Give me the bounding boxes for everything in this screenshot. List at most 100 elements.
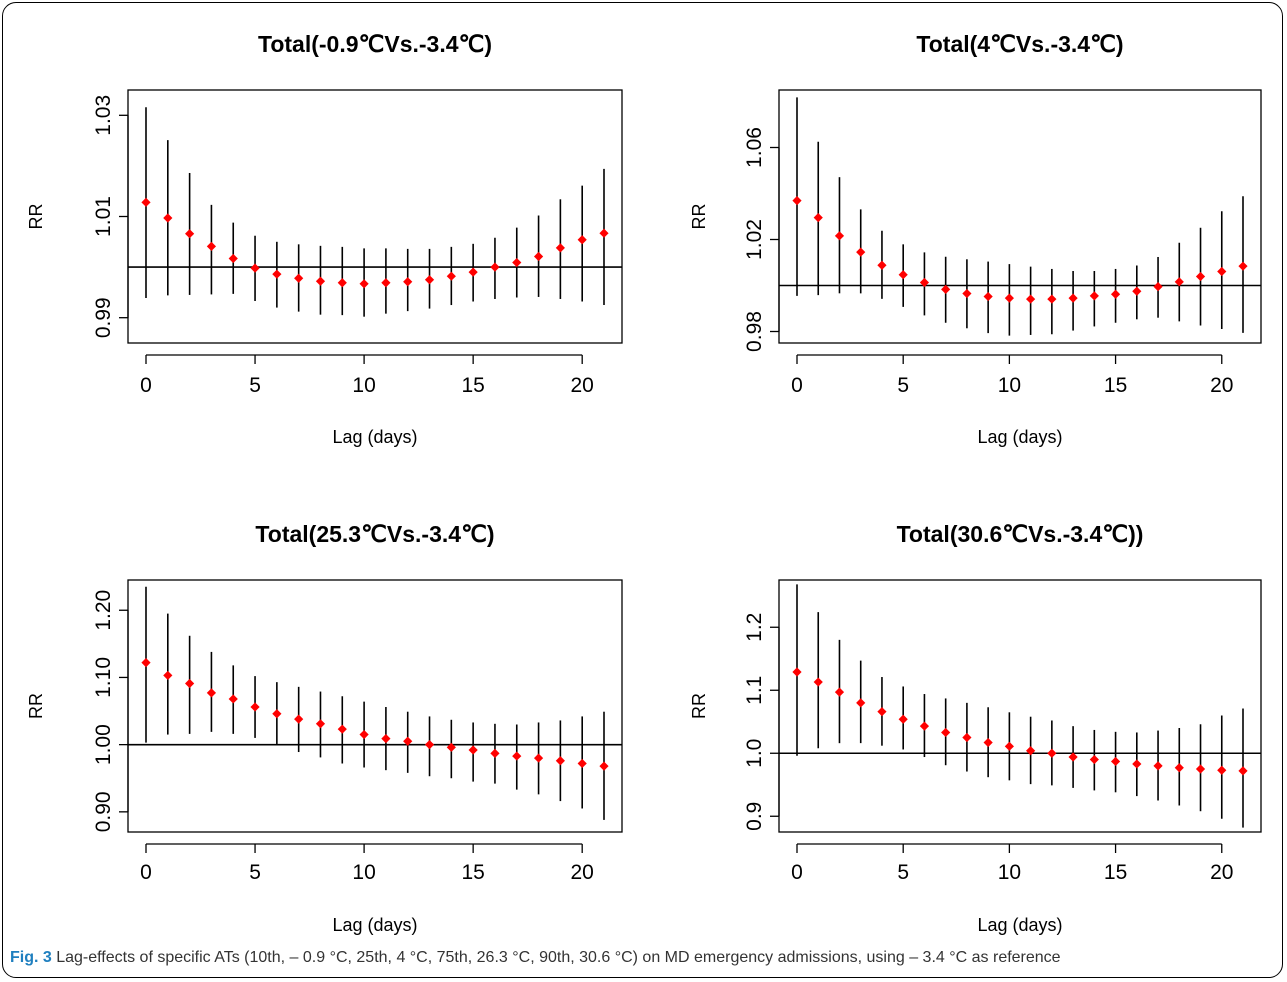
- chart-panel-3: Total(25.3℃Vs.-3.4℃) 0 5 10 15 20 Lag (days) 0.…: [0, 470, 643, 945]
- figure-label: Fig. 3: [10, 949, 52, 966]
- y-tick-label: 1.06: [743, 127, 766, 168]
- data-point: [941, 284, 951, 295]
- data-point: [533, 251, 544, 262]
- data-point: [1132, 286, 1142, 296]
- data-point: [856, 698, 866, 708]
- y-tick-label: 1.10: [92, 657, 115, 698]
- chart-title: Total(4℃Vs.-3.4℃): [916, 31, 1123, 57]
- data-point: [206, 688, 217, 698]
- data-point: [877, 707, 887, 717]
- data-point: [1068, 752, 1078, 762]
- data-point: [962, 288, 972, 299]
- chart-panel-4: Total(30.6℃Vs.-3.4℃)) 0 5 10 15 20 Lag (days) 0…: [643, 470, 1287, 945]
- data-point: [1004, 293, 1014, 303]
- data-point: [1153, 761, 1163, 771]
- data-point: [877, 260, 887, 270]
- chart-panel-2: Total(4℃Vs.-3.4℃) 0 5 10 15 20 Lag (days) 0.98 1…: [643, 0, 1287, 470]
- data-point: [599, 228, 609, 238]
- data-point: [381, 278, 391, 288]
- data-point: [1089, 291, 1099, 301]
- data-point: [424, 275, 435, 285]
- data-point: [468, 745, 478, 755]
- data-point: [294, 273, 304, 283]
- x-tick-label: 15: [1104, 861, 1127, 884]
- y-tick-label: 0.9: [743, 802, 766, 831]
- plot-area-border: [778, 579, 1262, 833]
- data-point: [403, 277, 413, 287]
- data-point: [228, 253, 238, 264]
- x-tick-label: 10: [998, 374, 1021, 397]
- data-point: [1004, 741, 1014, 751]
- x-tick-label: 20: [1210, 374, 1233, 397]
- y-axis-label: RR: [689, 693, 709, 719]
- y-tick-label: 1.01: [92, 196, 115, 237]
- data-point: [1174, 763, 1184, 773]
- data-point: [898, 270, 908, 280]
- data-point: [1174, 277, 1184, 287]
- data-point: [1217, 765, 1227, 775]
- data-point: [1238, 261, 1248, 271]
- data-point: [141, 197, 151, 207]
- x-axis-label: Lag (days): [332, 915, 417, 935]
- x-tick-label: 0: [791, 374, 803, 397]
- data-point: [250, 702, 260, 712]
- data-point: [577, 235, 587, 245]
- x-axis-label: Lag (days): [977, 427, 1062, 447]
- data-point: [424, 740, 435, 750]
- chart-title: Total(30.6℃Vs.-3.4℃)): [897, 521, 1144, 547]
- y-tick-label: 0.98: [743, 311, 766, 352]
- data-point: [792, 196, 802, 206]
- data-point: [1026, 294, 1036, 304]
- data-point: [141, 658, 151, 668]
- data-point: [1026, 746, 1036, 756]
- x-tick-label: 10: [352, 374, 375, 397]
- data-point: [533, 753, 544, 763]
- y-tick-label: 1.20: [92, 590, 115, 631]
- y-tick-label: 1.02: [743, 219, 766, 260]
- figure-caption: Fig. 3 Lag-effects of specific ATs (10th…: [10, 949, 1282, 967]
- figure-caption-text: Lag-effects of specific ATs (10th, – 0.9…: [51, 949, 1061, 966]
- chart-svg: Total(4℃Vs.-3.4℃) 0 5 10 15 20 Lag (days) 0.98 1…: [689, 31, 1262, 447]
- data-point: [1110, 289, 1121, 299]
- x-tick-label: 0: [140, 861, 152, 884]
- data-point: [272, 709, 282, 719]
- y-tick-label: 0.99: [92, 297, 115, 338]
- data-point: [1195, 271, 1206, 282]
- data-point: [1195, 764, 1206, 774]
- data-point: [359, 729, 369, 740]
- data-point: [163, 670, 173, 681]
- chart-title: Total(-0.9℃Vs.-3.4℃): [258, 31, 492, 57]
- y-axis-label: RR: [689, 204, 709, 230]
- data-point: [490, 748, 500, 758]
- data-point: [337, 724, 347, 734]
- data-point: [813, 213, 823, 223]
- x-axis-label: Lag (days): [977, 915, 1062, 935]
- y-tick-label: 0.90: [92, 791, 115, 832]
- data-point: [446, 742, 456, 752]
- x-tick-label: 15: [461, 861, 484, 884]
- data-point: [381, 733, 391, 744]
- chart-svg: Total(25.3℃Vs.-3.4℃) 0 5 10 15 20 Lag (days) 0.…: [26, 521, 623, 935]
- data-point: [555, 243, 565, 253]
- data-point: [1153, 282, 1163, 292]
- x-tick-label: 5: [897, 861, 909, 884]
- data-point: [315, 719, 326, 729]
- data-point: [555, 756, 565, 766]
- data-point: [941, 727, 951, 738]
- x-tick-label: 5: [249, 374, 261, 397]
- data-point: [834, 231, 845, 241]
- y-tick-label: 1.0: [743, 739, 766, 768]
- data-point: [359, 279, 369, 289]
- x-tick-label: 5: [249, 861, 261, 884]
- data-point: [983, 737, 993, 748]
- data-point: [919, 721, 930, 731]
- x-tick-label: 0: [791, 861, 803, 884]
- data-point: [1089, 754, 1099, 765]
- data-point: [468, 267, 478, 277]
- data-point: [185, 229, 195, 239]
- chart-svg: Total(-0.9℃Vs.-3.4℃) 0 5 10 15 20 Lag (days) 0.…: [26, 31, 623, 447]
- data-point: [856, 247, 866, 257]
- data-point: [1110, 756, 1121, 767]
- data-point: [337, 278, 347, 288]
- data-point: [1217, 266, 1227, 277]
